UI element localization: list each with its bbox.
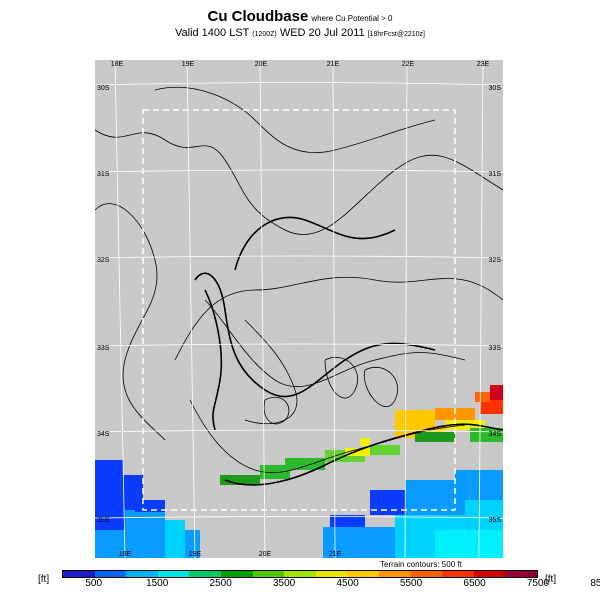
lon-label-top: 21E [327, 61, 340, 68]
valid-date: WED 20 Jul 2011 [279, 27, 365, 39]
lon-label-bottom: 19E [189, 551, 202, 558]
colorbar-label: 3500 [273, 578, 296, 589]
colorbar-label: 2500 [209, 578, 232, 589]
colorbar-swatch [63, 571, 95, 577]
colorbar-swatch [410, 571, 443, 577]
valid-time: Valid 1400 LST [174, 27, 250, 39]
lon-label-top: 18E [111, 61, 124, 68]
lat-label-right: 31S [489, 171, 502, 178]
lon-label-top: 22E [402, 61, 415, 68]
colorbar-label: 7500 [526, 578, 550, 589]
map-background [95, 60, 503, 558]
colorbar-swatch [126, 571, 158, 577]
colorbar-unit-left: [ft] [38, 574, 50, 585]
lat-label-left: 32S [97, 257, 110, 264]
colorbar-label: 4500 [336, 578, 359, 589]
lon-label-top: 20E [255, 61, 268, 68]
lat-label-left: 30S [97, 85, 110, 92]
map-title: Cu Cloudbase where Cu Potential > 0 [0, 8, 600, 25]
colorbar-swatch [284, 571, 316, 577]
colorbar-swatch [252, 571, 285, 577]
colorbar-swatch [442, 571, 474, 577]
latlon-grid [95, 60, 503, 558]
lat-label-right: 32S [489, 257, 502, 264]
lon-label-top: 19E [182, 61, 195, 68]
colorbar-swatch [315, 571, 348, 577]
lat-label-left: 34S [97, 431, 110, 438]
lon-label-bottom: 20E [259, 551, 272, 558]
lat-label-right: 30S [489, 85, 502, 92]
colorbar-label: 8500 [590, 578, 600, 589]
terrain-contours [95, 86, 503, 474]
colorbar-label: 1500 [146, 578, 169, 589]
inner-domain-box [142, 109, 456, 511]
terrain-contours-bold [194, 216, 503, 486]
terrain-contour-note: Terrain contours: 500 ft [380, 560, 462, 569]
lat-label-left: 31S [97, 171, 110, 178]
lat-label-right: 35S [489, 517, 502, 524]
lat-label-left: 35S [97, 517, 110, 524]
utc-time: (1200Z) [252, 31, 277, 38]
title-text: Cu Cloudbase [207, 8, 309, 25]
map-subtitle: Valid 1400 LST (1200Z) WED 20 Jul 2011 [… [0, 27, 600, 39]
ocean-cells-west [95, 460, 200, 558]
colorbar-unit-right: [ft] [545, 574, 557, 585]
cloudbase-map: 18E 19E 20E 21E 22E 23E 18E 19E 20E 21E … [95, 60, 503, 558]
colorbar-swatch [347, 571, 379, 577]
colorbar-swatch [94, 571, 127, 577]
colorbar-swatch [505, 571, 537, 577]
lat-label-right: 33S [489, 345, 502, 352]
colorbar [62, 570, 538, 578]
colorbar-label: 5500 [399, 578, 423, 589]
colorbar-swatch [378, 571, 411, 577]
lat-label-left: 33S [97, 345, 110, 352]
lon-label-bottom: 21E [329, 551, 342, 558]
colorbar-label: 6500 [463, 578, 486, 589]
lon-label-bottom: 18E [119, 551, 132, 558]
lat-label-right: 34S [489, 431, 502, 438]
lon-label-top: 23E [477, 61, 490, 68]
colorbar-swatch [157, 571, 190, 577]
colorbar-swatch [189, 571, 221, 577]
colorbar-swatch [220, 571, 253, 577]
colorbar-swatch [473, 571, 506, 577]
forecast-run: [18hrFcst@2210z] [367, 31, 425, 38]
colorbar-label: 500 [85, 578, 103, 589]
title-note: where Cu Potential > 0 [311, 14, 393, 23]
